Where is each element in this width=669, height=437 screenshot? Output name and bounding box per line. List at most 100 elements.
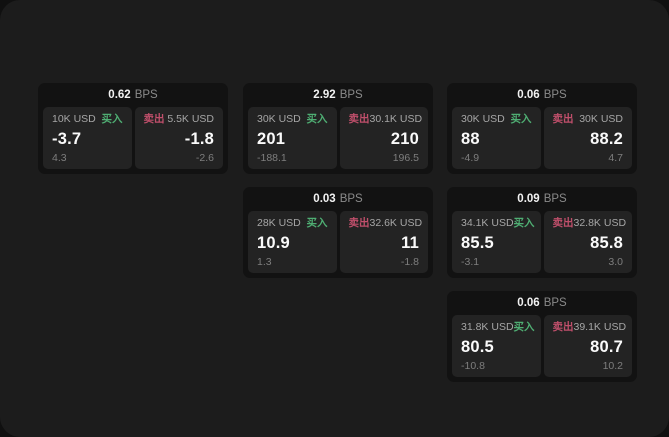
sell-amount: 39.1K USD <box>573 321 627 333</box>
sell-panel[interactable]: 卖出 30K USD 88.2 4.7 <box>543 107 632 169</box>
sell-price: 88.2 <box>590 129 623 148</box>
sell-amount: 5.5K USD <box>167 113 214 125</box>
sell-top-row: 卖出 39.1K USD <box>553 321 627 333</box>
buy-panel[interactable]: 34.1K USD 买入 85.5 -3.1 <box>452 211 541 273</box>
buy-side-label: 买入 <box>306 217 328 229</box>
sell-price: -1.8 <box>184 129 214 148</box>
buy-panel[interactable]: 30K USD 买入 88 -4.9 <box>452 107 541 169</box>
sell-side-label: 卖出 <box>348 113 370 125</box>
buy-panel[interactable]: 31.8K USD 买入 80.5 -10.8 <box>452 315 541 377</box>
buy-top-row: 10K USD 买入 <box>52 114 123 125</box>
quote-card[interactable]: 0.03 BPS 28K USD 买入 10.9 1.3 卖出 32.6K US <box>243 187 433 278</box>
bps-unit-label: BPS <box>339 193 363 205</box>
sell-top-row: 卖出 30.1K USD <box>348 113 423 125</box>
buy-amount: 30K USD <box>257 113 301 125</box>
buy-amount: 28K USD <box>257 217 301 229</box>
card-body: 34.1K USD 买入 85.5 -3.1 卖出 32.8K USD 85.8 <box>447 211 637 278</box>
buy-side-label: 买入 <box>513 217 535 229</box>
buy-sub-value: 1.3 <box>257 255 272 268</box>
buy-amount: 30K USD <box>461 113 505 125</box>
buy-price: 80.5 <box>461 337 494 356</box>
bps-unit-label: BPS <box>339 89 363 101</box>
bps-unit-label: BPS <box>543 193 567 205</box>
card-body: 30K USD 买入 201 -188.1 卖出 30.1K USD 210 <box>243 107 433 174</box>
buy-side-label: 买入 <box>513 321 535 333</box>
buy-amount: 31.8K USD <box>461 321 514 333</box>
buy-price-row: 88 <box>461 131 532 148</box>
card-body: 10K USD 买入 -3.7 4.3 卖出 5.5K USD -1.8 <box>38 107 228 174</box>
card-header: 0.62 BPS <box>38 83 228 107</box>
sell-price-row: 210 <box>349 131 420 148</box>
buy-sub-row: -10.8 <box>461 360 532 372</box>
sell-sub-row: 196.5 <box>349 152 419 164</box>
card-body: 30K USD 买入 88 -4.9 卖出 30K USD 88.2 <box>447 107 637 174</box>
card-header: 0.06 BPS <box>447 291 637 315</box>
sell-panel[interactable]: 卖出 5.5K USD -1.8 -2.6 <box>134 107 223 169</box>
buy-side-label: 买入 <box>101 113 123 125</box>
sell-sub-row: 3.0 <box>553 255 623 268</box>
card-header: 0.03 BPS <box>243 187 433 211</box>
sell-sub-value: 4.7 <box>608 151 623 164</box>
quote-card[interactable]: 0.06 BPS 30K USD 买入 88 -4.9 卖出 30K USD <box>447 83 637 174</box>
sell-amount: 32.6K USD <box>369 217 423 229</box>
buy-sub-row: -188.1 <box>257 152 328 164</box>
sell-panel[interactable]: 卖出 30.1K USD 210 196.5 <box>339 107 428 169</box>
buy-amount: 34.1K USD <box>461 217 514 229</box>
card-body: 28K USD 买入 10.9 1.3 卖出 32.6K USD 11 <box>243 211 433 278</box>
buy-side-label: 买入 <box>510 113 532 125</box>
quote-card[interactable]: 0.09 BPS 34.1K USD 买入 85.5 -3.1 卖出 32.8K <box>447 187 637 278</box>
bps-spread-value: 0.03 <box>313 193 336 205</box>
bps-unit-label: BPS <box>543 89 567 101</box>
buy-panel[interactable]: 28K USD 买入 10.9 1.3 <box>248 211 337 273</box>
sell-panel[interactable]: 卖出 39.1K USD 80.7 10.2 <box>543 315 632 377</box>
quote-card[interactable]: 0.62 BPS 10K USD 买入 -3.7 4.3 卖出 5.5K USD <box>38 83 228 174</box>
buy-top-row: 30K USD 买入 <box>461 114 532 125</box>
buy-price-row: -3.7 <box>52 131 123 148</box>
buy-price-row: 10.9 <box>257 235 328 252</box>
quote-card[interactable]: 0.06 BPS 31.8K USD 买入 80.5 -10.8 卖出 39.1 <box>447 291 637 382</box>
sell-price: 11 <box>401 233 419 252</box>
sell-side-label: 卖出 <box>552 217 574 229</box>
sell-price-row: 85.8 <box>553 235 624 252</box>
buy-top-row: 28K USD 买入 <box>257 218 328 229</box>
sell-panel[interactable]: 卖出 32.6K USD 11 -1.8 <box>339 211 428 273</box>
sell-price: 85.8 <box>590 233 623 252</box>
sell-price-row: 88.2 <box>553 131 624 148</box>
sell-sub-value: 3.0 <box>608 255 623 268</box>
buy-price: 201 <box>257 129 286 148</box>
sell-side-label: 卖出 <box>348 217 370 229</box>
bps-spread-value: 0.06 <box>517 297 540 309</box>
sell-sub-value: 10.2 <box>602 359 623 372</box>
sell-price-row: 11 <box>349 235 420 252</box>
sell-price: 80.7 <box>590 337 623 356</box>
bps-spread-value: 2.92 <box>313 89 336 101</box>
sell-price-row: 80.7 <box>553 339 624 356</box>
buy-top-row: 34.1K USD 买入 <box>461 217 535 229</box>
sell-price-row: -1.8 <box>144 131 215 148</box>
sell-sub-value: -1.8 <box>400 255 419 268</box>
sell-sub-row: 4.7 <box>553 151 623 164</box>
buy-panel[interactable]: 30K USD 买入 201 -188.1 <box>248 107 337 169</box>
buy-sub-row: 4.3 <box>52 151 123 164</box>
sell-side-label: 卖出 <box>143 113 165 125</box>
sell-amount: 30K USD <box>579 113 623 125</box>
card-header: 0.06 BPS <box>447 83 637 107</box>
buy-sub-row: -3.1 <box>461 256 532 268</box>
buy-amount: 10K USD <box>52 113 96 125</box>
card-body: 31.8K USD 买入 80.5 -10.8 卖出 39.1K USD 80.… <box>447 315 637 382</box>
quote-card[interactable]: 2.92 BPS 30K USD 买入 201 -188.1 卖出 30.1K <box>243 83 433 174</box>
buy-side-label: 买入 <box>306 113 328 125</box>
sell-sub-row: 10.2 <box>553 359 623 372</box>
bps-unit-label: BPS <box>134 89 158 101</box>
sell-top-row: 卖出 32.8K USD <box>552 217 627 229</box>
sell-side-label: 卖出 <box>552 113 574 125</box>
buy-top-row: 30K USD 买入 <box>257 114 328 125</box>
sell-price: 210 <box>390 129 419 148</box>
buy-price: 85.5 <box>461 233 494 252</box>
sell-sub-row: -2.6 <box>144 152 214 164</box>
sell-amount: 32.8K USD <box>573 217 627 229</box>
buy-panel[interactable]: 10K USD 买入 -3.7 4.3 <box>43 107 132 169</box>
buy-sub-row: -4.9 <box>461 152 532 164</box>
sell-panel[interactable]: 卖出 32.8K USD 85.8 3.0 <box>543 211 632 273</box>
buy-sub-value: 4.3 <box>52 151 67 164</box>
